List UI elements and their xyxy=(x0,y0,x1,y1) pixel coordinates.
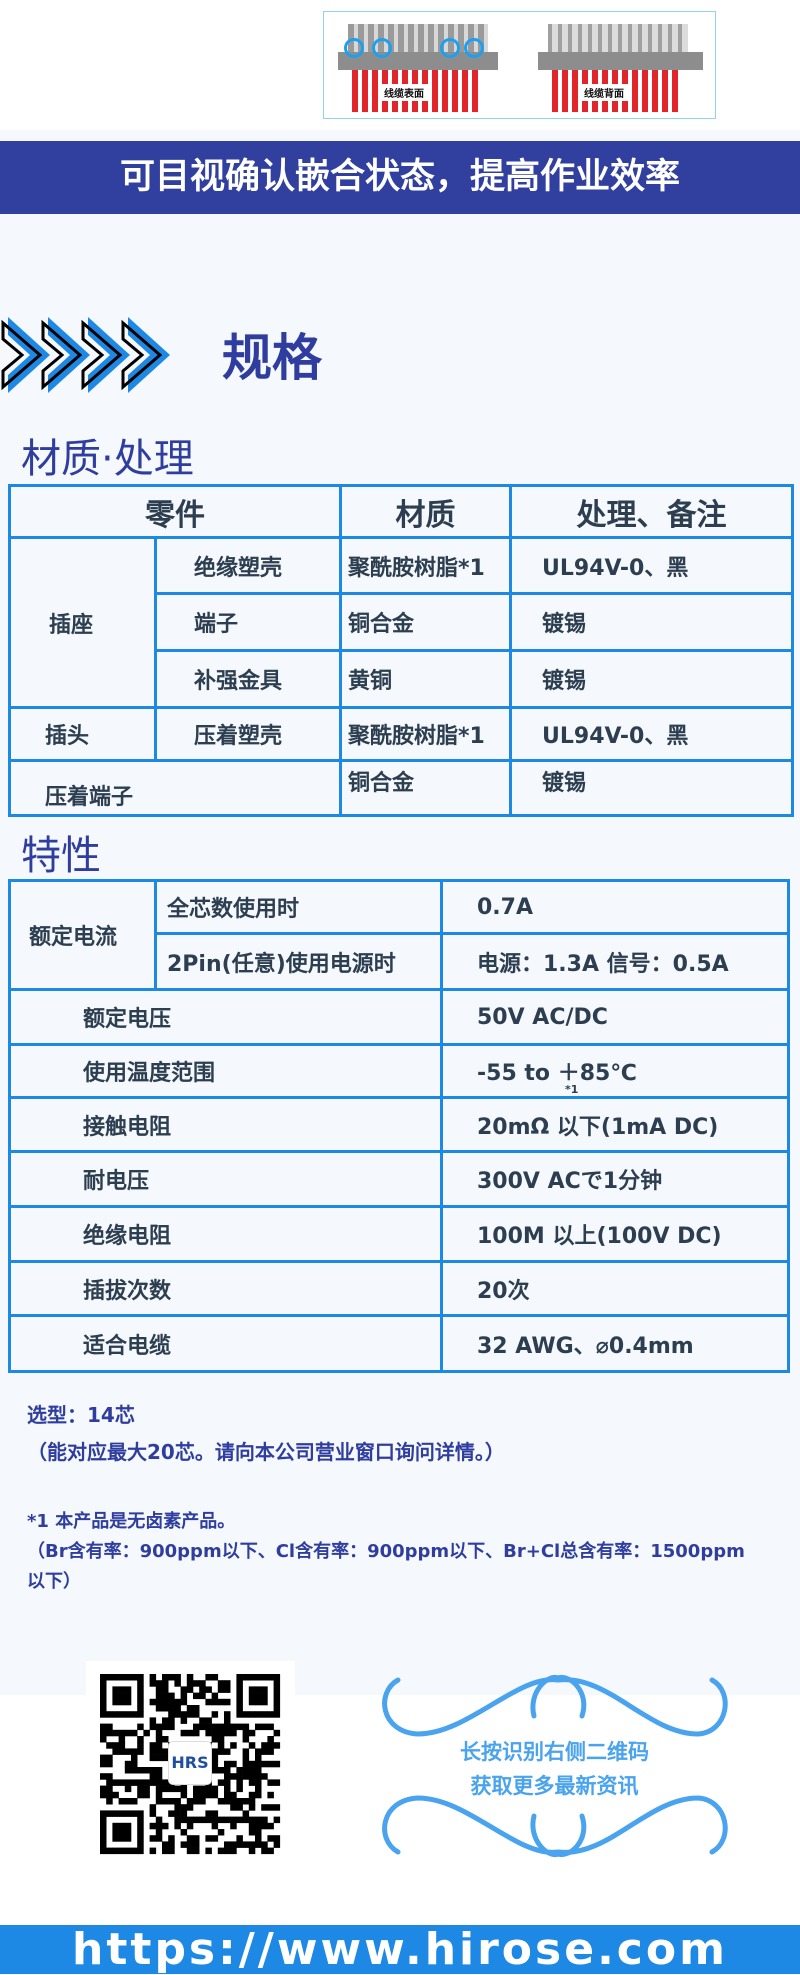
characteristics-table: 额定电流 全芯数使用时 0.7A 2Pin(任意)使用电源时 电源：1.3A 信… xyxy=(8,879,790,1373)
promo-line-1: 长按识别右侧二维码 xyxy=(460,1740,649,1764)
table-row: 2Pin(任意)使用电源时 电源：1.3A 信号：0.5A xyxy=(10,932,790,991)
spec-value: 300V ACで1分钟 xyxy=(440,1150,790,1208)
footnote-1-detail: （Br含有率：900ppm以下、Cl含有率：900ppm以下、Br+Cl总含有率… xyxy=(27,1541,745,1592)
part-cell: 补强金具 xyxy=(154,649,342,709)
table-header-row: 零件 材质 处理、备注 xyxy=(8,484,794,539)
spec-value: 20mΩ 以下(1mA DC) xyxy=(440,1096,790,1153)
promo-text: 长按识别右侧二维码 获取更多最新资讯 xyxy=(378,1735,731,1803)
footnote-1: *1 本产品是无卤素产品。 xyxy=(27,1511,236,1532)
feature-banner: 可目视确认嵌合状态，提高作业效率 xyxy=(0,141,800,214)
value-cell: 电源：1.3A 信号：0.5A xyxy=(440,932,790,991)
note-cell: 镀锡 xyxy=(509,592,794,652)
hrs-logo: HRS xyxy=(168,1741,212,1785)
spec-label: 使用温度范围 xyxy=(8,1043,443,1099)
spec-value: 100M 以上(100V DC) xyxy=(440,1205,790,1263)
connector-back-image: 线缆背面 xyxy=(538,24,703,112)
qr-code[interactable]: HRS xyxy=(86,1661,295,1867)
plug-label: 插头 xyxy=(8,706,157,762)
model-note: 选型：14芯 xyxy=(27,1403,135,1427)
rated-current-label: 额定电流 xyxy=(8,879,157,991)
spec-value: -55 to ＋85℃ *1 xyxy=(440,1043,790,1099)
connector-front-image: 线缆表面 xyxy=(338,24,503,112)
table-row: 插座 绝缘塑壳 聚酰胺树脂*1 UL94V-0、黑 xyxy=(8,536,794,709)
spec-label: 绝缘电阻 xyxy=(8,1205,443,1263)
spec-value-text: 300V ACで1分钟 xyxy=(477,1169,663,1194)
section-title: 规格 xyxy=(222,329,322,387)
table-row: 端子 铜合金 镀锡 xyxy=(10,592,794,652)
spec-value-text: 20次 xyxy=(477,1278,530,1304)
material-cell: 聚酰胺树脂*1 xyxy=(339,706,512,762)
characteristics-heading: 特性 xyxy=(21,833,101,879)
receptacle-label: 插座 xyxy=(8,536,157,709)
part-cell: 压着端子 xyxy=(8,759,342,817)
note-cell: UL94V-0、黑 xyxy=(509,536,794,595)
table-row: 使用温度范围 -55 to ＋85℃ *1 xyxy=(8,1043,790,1099)
material-cell: 铜合金 xyxy=(339,592,512,652)
chevrons-icon xyxy=(1,317,170,393)
spec-value: 32 AWG、⌀0.4mm xyxy=(440,1314,790,1373)
note-cell: 镀锡 xyxy=(509,759,794,817)
table-row: 额定电流 全芯数使用时 0.7A xyxy=(8,879,790,991)
footnote-marker: *1 xyxy=(565,1083,579,1096)
material-cell: 黄铜 xyxy=(339,649,512,709)
header-part: 零件 xyxy=(8,484,342,539)
front-label: 线缆表面 xyxy=(380,84,428,101)
model-subnote: （能对应最大20芯。请向本公司营业窗口询问详情。） xyxy=(27,1440,505,1464)
material-cell: 铜合金 xyxy=(339,759,512,817)
spec-value-text: -55 to ＋85℃ xyxy=(477,1061,637,1086)
table-row: 耐电压 300V ACで1分钟 xyxy=(8,1150,790,1208)
materials-heading: 材质·处理 xyxy=(21,436,194,482)
material-cell: 聚酰胺树脂*1 xyxy=(339,536,512,595)
chevron-outline xyxy=(121,319,163,391)
table-row: 压着端子 铜合金 镀锡 xyxy=(8,759,794,817)
spec-value: 20次 xyxy=(440,1260,790,1317)
note-cell: 镀锡 xyxy=(509,649,794,709)
spec-label: 耐电压 xyxy=(8,1150,443,1208)
chevron-outline xyxy=(41,319,83,391)
table-row: 接触电阻 20mΩ 以下(1mA DC) xyxy=(8,1096,790,1153)
header-material: 材质 xyxy=(339,484,512,539)
spec-label: 插拔次数 xyxy=(8,1260,443,1317)
table-row: 插头 压着塑壳 聚酰胺树脂*1 UL94V-0、黑 xyxy=(8,706,794,762)
part-cell: 绝缘塑壳 xyxy=(154,536,342,595)
chevron-outline xyxy=(1,319,43,391)
value-cell: 0.7A xyxy=(440,879,790,935)
spec-label: 接触电阻 xyxy=(8,1096,443,1153)
connector-figure: 线缆表面 线缆背面 xyxy=(323,11,716,119)
table-row: 绝缘电阻 100M 以上(100V DC) xyxy=(8,1205,790,1263)
spec-value-text: 50V AC/DC xyxy=(477,1004,608,1030)
website-link[interactable]: https://www.hirose.com xyxy=(0,1925,800,1975)
part-cell: 端子 xyxy=(154,592,342,652)
table-row: 插拔次数 20次 xyxy=(8,1260,790,1317)
spec-value-text: 32 AWG、⌀0.4mm xyxy=(477,1333,694,1359)
back-label: 线缆背面 xyxy=(580,84,628,101)
table-row: 补强金具 黄铜 镀锡 xyxy=(10,649,794,709)
promo-line-2: 获取更多最新资讯 xyxy=(470,1774,639,1798)
chevron-icon xyxy=(128,317,170,393)
table-row: 适合电缆 32 AWG、⌀0.4mm xyxy=(8,1314,790,1373)
note-cell: UL94V-0、黑 xyxy=(509,706,794,762)
condition-cell: 2Pin(任意)使用电源时 xyxy=(154,932,443,991)
condition-cell: 全芯数使用时 xyxy=(154,879,443,935)
spec-label: 额定电压 xyxy=(8,988,443,1046)
part-cell: 压着塑壳 xyxy=(154,706,342,762)
ornament-frame-icon xyxy=(382,1674,728,1858)
spec-value-text: 100M 以上(100V DC) xyxy=(477,1224,722,1249)
table-row: 额定电压 50V AC/DC xyxy=(8,988,790,1046)
spec-value: 50V AC/DC xyxy=(440,988,790,1046)
chevron-outline xyxy=(81,319,123,391)
header-note: 处理、备注 xyxy=(509,484,794,539)
spec-value-text: 20mΩ 以下(1mA DC) xyxy=(477,1114,719,1140)
materials-table: 零件 材质 处理、备注 插座 绝缘塑壳 聚酰胺树脂*1 UL94V-0、黑 端子… xyxy=(8,484,794,817)
spec-label: 适合电缆 xyxy=(8,1314,443,1373)
